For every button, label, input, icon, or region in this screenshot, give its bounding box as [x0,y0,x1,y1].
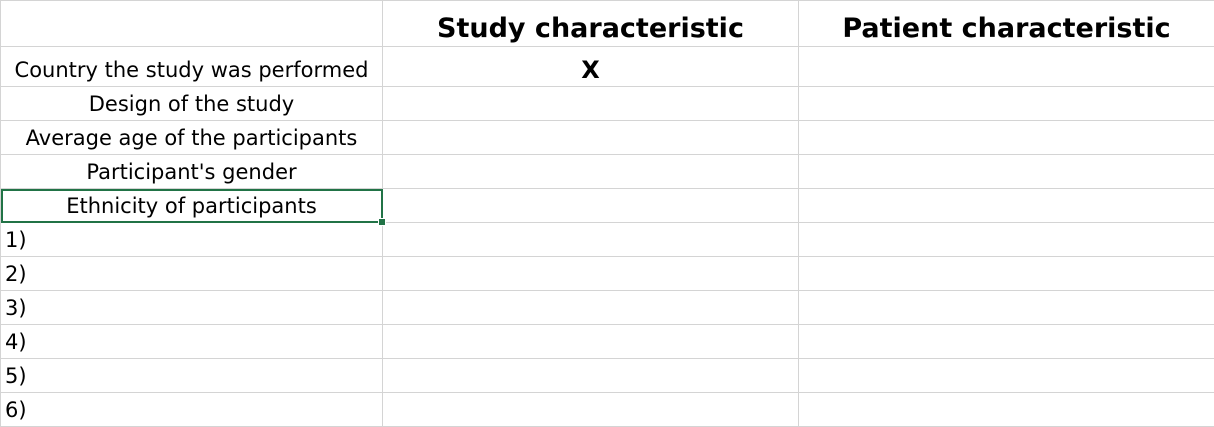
table-row: Country the study was performed X [1,47,1214,87]
patient-cell[interactable] [799,155,1214,189]
table-row: Average age of the participants [1,121,1214,155]
study-cell[interactable] [383,393,799,427]
table-row: 2) [1,257,1214,291]
header-patient-characteristic[interactable]: Patient characteristic [799,1,1214,47]
table-row: 4) [1,325,1214,359]
row-label-cell[interactable]: Participant's gender [1,155,383,189]
patient-cell[interactable] [799,223,1214,257]
row-label-cell[interactable]: 2) [1,257,383,291]
fill-handle[interactable] [378,218,386,226]
table-row: Design of the study [1,87,1214,121]
study-cell[interactable]: X [383,47,799,87]
header-study-characteristic[interactable]: Study characteristic [383,1,799,47]
study-cell[interactable] [383,155,799,189]
row-label-cell[interactable]: 1) [1,223,383,257]
row-label-cell[interactable]: 3) [1,291,383,325]
patient-cell[interactable] [799,121,1214,155]
cell-blank-header[interactable] [1,1,383,47]
patient-cell[interactable] [799,47,1214,87]
row-label-cell[interactable]: Design of the study [1,87,383,121]
row-label-cell[interactable]: 6) [1,393,383,427]
patient-cell[interactable] [799,325,1214,359]
table-row: 6) [1,393,1214,427]
study-cell[interactable] [383,291,799,325]
study-cell[interactable] [383,257,799,291]
study-cell[interactable] [383,359,799,393]
table-row: 3) [1,291,1214,325]
study-cell[interactable] [383,121,799,155]
patient-cell[interactable] [799,359,1214,393]
selected-cell[interactable]: Ethnicity of participants [1,189,383,223]
patient-cell[interactable] [799,291,1214,325]
patient-cell[interactable] [799,393,1214,427]
table-row: 1) [1,223,1214,257]
study-cell[interactable] [383,223,799,257]
row-label-cell[interactable]: Country the study was performed [1,47,383,87]
table-row: Ethnicity of participants [1,189,1214,223]
row-label-cell[interactable]: Average age of the participants [1,121,383,155]
study-cell[interactable] [383,325,799,359]
study-cell[interactable] [383,189,799,223]
study-cell[interactable] [383,87,799,121]
row-label-cell[interactable]: 5) [1,359,383,393]
table-row: 5) [1,359,1214,393]
header-row: Study characteristic Patient characteris… [1,1,1214,47]
table-row: Participant's gender [1,155,1214,189]
row-label-cell[interactable]: 4) [1,325,383,359]
patient-cell[interactable] [799,257,1214,291]
patient-cell[interactable] [799,189,1214,223]
patient-cell[interactable] [799,87,1214,121]
